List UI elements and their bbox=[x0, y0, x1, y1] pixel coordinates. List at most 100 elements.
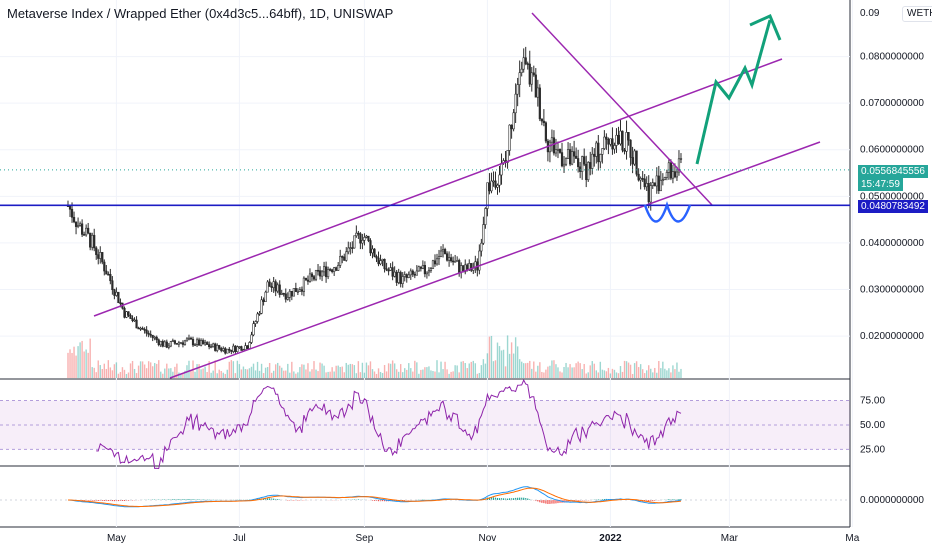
volume-bar bbox=[129, 363, 132, 378]
volume-bar bbox=[595, 370, 597, 378]
volume-bar bbox=[305, 369, 307, 378]
volume-bar bbox=[623, 360, 626, 378]
volume-bar bbox=[676, 362, 678, 378]
volume-bar bbox=[496, 342, 499, 378]
candle-body bbox=[617, 134, 620, 145]
candle-body bbox=[599, 154, 602, 163]
volume-bar bbox=[105, 368, 108, 378]
macd-histogram-bar bbox=[93, 500, 95, 501]
volume-bar bbox=[389, 363, 392, 378]
macd-histogram-bar bbox=[603, 499, 605, 500]
volume-bar bbox=[158, 360, 160, 378]
candle-body bbox=[361, 239, 364, 244]
candle-body bbox=[417, 266, 420, 272]
candle-body bbox=[143, 329, 146, 331]
candle-body bbox=[556, 148, 560, 151]
volume-bar bbox=[220, 370, 222, 378]
candle-body bbox=[581, 156, 584, 172]
volume-bar bbox=[641, 369, 644, 378]
volume-bar bbox=[408, 363, 410, 378]
candle-body bbox=[645, 183, 648, 188]
macd-histogram-bar bbox=[83, 500, 85, 501]
volume-bar bbox=[295, 373, 297, 378]
volume-bar bbox=[488, 336, 491, 378]
candle-body bbox=[492, 180, 495, 183]
candle-body bbox=[145, 329, 148, 334]
volume-bar bbox=[591, 361, 593, 378]
candle-body bbox=[562, 163, 566, 167]
volume-bar bbox=[486, 353, 489, 378]
volume-bar bbox=[625, 361, 628, 378]
candle-body bbox=[413, 273, 416, 276]
volume-bar bbox=[464, 362, 466, 378]
macd-histogram-bar bbox=[529, 499, 531, 500]
volume-bar bbox=[494, 360, 497, 378]
volume-bar bbox=[176, 363, 178, 378]
volume-bar bbox=[510, 342, 513, 378]
volume-bar bbox=[569, 364, 571, 378]
candle-body bbox=[405, 274, 408, 278]
macd-histogram-bar bbox=[654, 500, 656, 501]
candle-body bbox=[107, 273, 110, 276]
candle-body bbox=[278, 284, 281, 295]
macd-histogram-bar bbox=[498, 498, 501, 500]
volume-bar bbox=[131, 360, 134, 378]
candle-body bbox=[647, 183, 650, 203]
candle-body bbox=[603, 136, 606, 149]
candle-body bbox=[597, 142, 600, 163]
volume-bar bbox=[662, 361, 664, 378]
volume-bar bbox=[281, 367, 283, 378]
chart-title: Metaverse Index / Wrapped Ether (0x4d3c5… bbox=[7, 6, 394, 21]
volume-bar bbox=[373, 371, 376, 378]
volume-bar bbox=[154, 363, 156, 378]
volume-bar bbox=[315, 369, 317, 378]
price-tick-label: 0.0700000000 bbox=[860, 98, 924, 109]
candle-body bbox=[204, 342, 207, 345]
current-price-tag: 0.0556845556 bbox=[858, 165, 928, 178]
currency-badge[interactable]: WETH bbox=[902, 6, 932, 22]
candle-body bbox=[478, 250, 481, 271]
candle-body bbox=[389, 267, 392, 271]
volume-bar bbox=[67, 352, 69, 378]
candle-body bbox=[381, 258, 384, 261]
candle-body bbox=[169, 341, 172, 347]
volume-bar bbox=[365, 362, 368, 378]
candle-body bbox=[391, 267, 394, 277]
volume-bar bbox=[242, 366, 245, 378]
volume-bar bbox=[383, 365, 386, 378]
volume-bar bbox=[351, 364, 354, 378]
candle-body bbox=[357, 232, 360, 235]
candle-body bbox=[250, 334, 253, 343]
volume-bar bbox=[514, 337, 517, 378]
volume-bar bbox=[210, 372, 212, 378]
candle-body bbox=[387, 269, 390, 272]
macd-histogram-bar bbox=[577, 500, 579, 501]
volume-bar bbox=[678, 371, 680, 378]
volume-bar bbox=[252, 363, 255, 378]
volume-bar bbox=[537, 365, 539, 378]
volume-bar bbox=[613, 369, 616, 378]
candle-body bbox=[353, 235, 356, 249]
volume-bar bbox=[535, 371, 537, 378]
candle-body bbox=[115, 291, 118, 296]
candle-body bbox=[111, 280, 114, 291]
price-tick-label: 0.0600000000 bbox=[860, 145, 924, 156]
volume-bar bbox=[133, 368, 136, 378]
volume-bar bbox=[266, 367, 269, 378]
candle-body bbox=[528, 63, 531, 85]
candle-body bbox=[552, 137, 556, 154]
candle-body bbox=[226, 348, 229, 354]
volume-bar bbox=[587, 372, 589, 378]
macd-histogram-bar bbox=[648, 500, 650, 502]
volume-bar bbox=[442, 369, 444, 378]
volume-bar bbox=[170, 368, 172, 378]
volume-bar bbox=[579, 363, 581, 378]
volume-bar bbox=[391, 360, 394, 378]
volume-bar bbox=[629, 364, 632, 378]
candle-body bbox=[375, 256, 378, 259]
candle-body bbox=[532, 72, 535, 76]
candle-body bbox=[609, 138, 612, 145]
macd-histogram-bar bbox=[402, 500, 404, 501]
